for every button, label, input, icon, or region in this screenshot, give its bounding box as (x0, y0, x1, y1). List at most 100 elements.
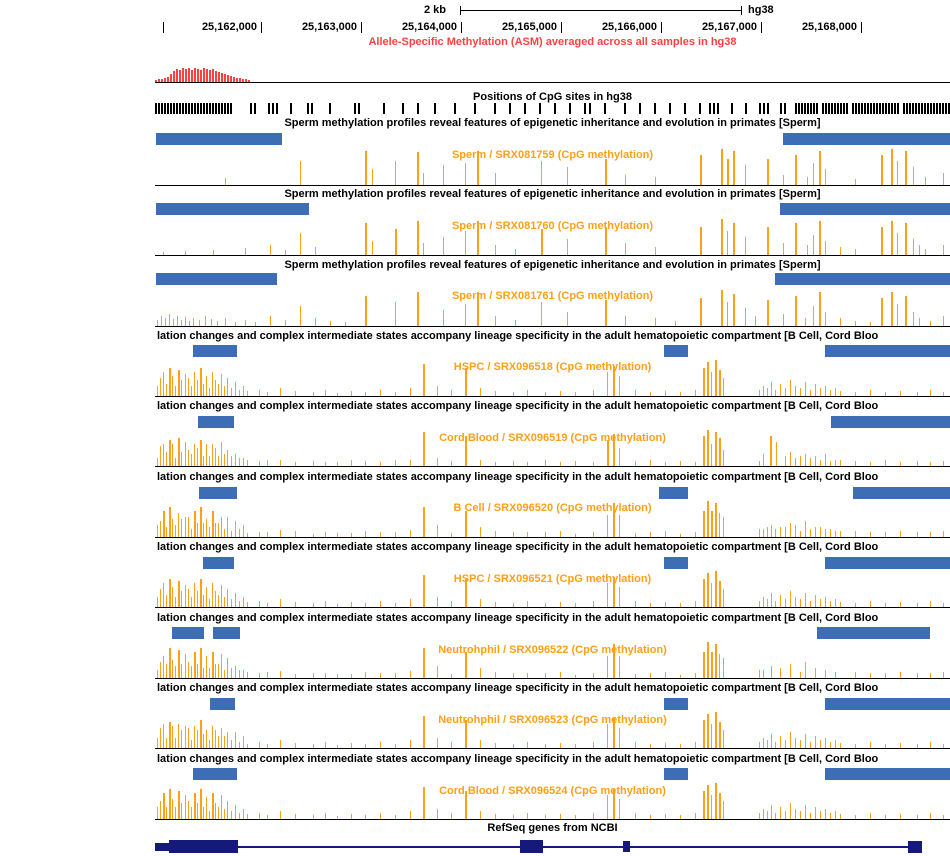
track-item-bar[interactable] (156, 133, 282, 145)
cpg-site-tick (669, 103, 671, 114)
ruler-tick (861, 22, 862, 33)
signal-spike (820, 388, 821, 396)
cpg-site-tick (927, 103, 929, 114)
signal-spike (820, 740, 821, 748)
cpg-site-tick (942, 103, 944, 114)
signal-spike (337, 533, 338, 537)
track-item-bar[interactable] (664, 345, 688, 357)
track-item-bar[interactable] (775, 273, 950, 285)
track-item-bar[interactable] (203, 557, 234, 569)
signal-spike (790, 380, 791, 396)
signal-spike (545, 744, 546, 748)
track-item-bar[interactable] (213, 627, 240, 639)
gene-exon-block[interactable] (169, 840, 238, 853)
signal-spike (315, 247, 316, 255)
signal-spike (395, 392, 396, 396)
signal-spike (451, 742, 452, 748)
signal-spike (267, 744, 268, 748)
cpg-site-tick (930, 103, 932, 114)
signal-spike (206, 587, 207, 607)
track-item-bar[interactable] (193, 768, 237, 780)
signal-spike (745, 165, 746, 185)
signal-spike (239, 742, 240, 748)
signal-spike (166, 807, 167, 819)
signal-spike (313, 744, 314, 748)
signal-spike (825, 738, 826, 748)
track-item-bar[interactable] (210, 698, 235, 710)
track-item-bar[interactable] (825, 698, 950, 710)
signal-spike (870, 673, 871, 678)
track-item-bar[interactable] (664, 557, 688, 569)
signal-spike (771, 734, 772, 748)
track-baseline (155, 185, 950, 186)
signal-spike (193, 318, 194, 326)
signal-spike (790, 591, 791, 607)
signal-spike (224, 736, 225, 748)
signal-spike (943, 531, 944, 537)
signal-spike (451, 601, 452, 607)
signal-spike (527, 601, 528, 607)
signal-spike (840, 531, 841, 537)
signal-spike (767, 599, 768, 607)
track-item-bar[interactable] (831, 416, 950, 428)
signal-spike (800, 740, 801, 748)
signal-spike (881, 155, 883, 185)
signal-spike (795, 525, 796, 537)
signal-spike (215, 803, 216, 819)
signal-spike (515, 249, 516, 255)
track-item-bar[interactable] (853, 487, 950, 499)
signal-spike (243, 458, 244, 466)
signal-spike (607, 583, 608, 607)
signal-spike (650, 673, 651, 678)
cpg-site-tick (924, 103, 926, 114)
track-item-bar[interactable] (664, 768, 688, 780)
cpg-site-tick (179, 103, 181, 114)
signal-spike (575, 392, 576, 396)
track-item-bar[interactable] (783, 133, 950, 145)
track-item-bar[interactable] (198, 416, 234, 428)
track-item-bar[interactable] (172, 627, 204, 639)
signal-spike (215, 448, 216, 466)
track-item-bar[interactable] (825, 768, 950, 780)
signal-spike (157, 597, 158, 607)
track-signal-label: HSPC / SRX096521 (CpG methylation) (453, 573, 652, 585)
track-item-bar[interactable] (156, 273, 277, 285)
track-item-bar[interactable] (199, 487, 237, 499)
signal-spike (825, 454, 826, 466)
signal-spike (495, 462, 496, 466)
track-item-bar[interactable] (817, 627, 930, 639)
signal-spike (711, 795, 712, 819)
track-item-bar[interactable] (825, 345, 950, 357)
signal-spike (199, 320, 200, 326)
track-item-bar[interactable] (825, 557, 950, 569)
signal-spike (437, 597, 438, 607)
signal-spike (417, 152, 419, 185)
gene-exon-block[interactable] (908, 841, 922, 853)
signal-spike (665, 814, 666, 819)
track-item-bar[interactable] (659, 487, 688, 499)
signal-spike (495, 602, 496, 607)
signal-spike (215, 380, 216, 396)
signal-spike (175, 386, 176, 396)
signal-spike (943, 173, 944, 185)
signal-spike (763, 738, 764, 748)
signal-spike (231, 740, 232, 748)
signal-spike (247, 533, 248, 537)
signal-spike (197, 523, 198, 537)
track-item-bar[interactable] (193, 345, 237, 357)
signal-spike (437, 386, 438, 396)
gene-exon-block[interactable] (155, 843, 169, 851)
cpg-site-tick (185, 103, 187, 114)
track-item-bar[interactable] (156, 203, 309, 215)
cpg-site-tick (307, 103, 309, 114)
signal-spike (157, 458, 158, 466)
signal-spike (775, 742, 776, 748)
signal-spike (805, 521, 806, 537)
signal-spike (527, 673, 528, 678)
signal-spike (495, 672, 496, 678)
gene-exon-block[interactable] (623, 841, 630, 852)
track-item-bar[interactable] (780, 203, 950, 215)
gene-exon-block[interactable] (520, 840, 543, 853)
track-item-bar[interactable] (664, 698, 688, 710)
signal-spike (221, 517, 222, 537)
